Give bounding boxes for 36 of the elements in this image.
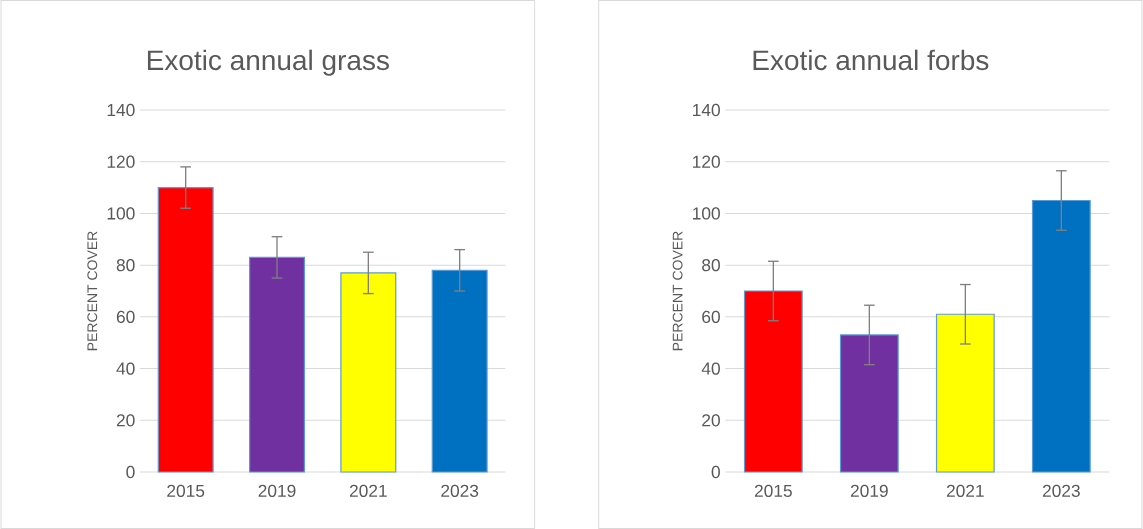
bar xyxy=(935,313,995,473)
x-tick-label: 2021 xyxy=(946,484,984,497)
bar xyxy=(743,290,803,473)
x-tick-label: 2021 xyxy=(349,484,387,497)
bar xyxy=(157,186,214,473)
chart-title: Exotic annual grass xyxy=(147,49,389,76)
bar xyxy=(431,269,488,473)
y-tick-label: 20 xyxy=(116,414,135,427)
y-tick-label: 80 xyxy=(116,259,135,272)
bar xyxy=(839,334,899,473)
y-axis-title: PERCENT COVER xyxy=(672,231,683,351)
x-tick-label: 2023 xyxy=(441,484,479,497)
x-tick-label: 2015 xyxy=(754,484,792,497)
x-tick-label: 2019 xyxy=(258,484,296,497)
x-tick-label: 2019 xyxy=(850,484,888,497)
y-tick-label: 140 xyxy=(107,103,135,117)
y-tick-label: 60 xyxy=(702,310,720,323)
x-tick-label: 2015 xyxy=(167,484,205,497)
y-tick-label: 140 xyxy=(693,103,720,117)
y-tick-label: 100 xyxy=(693,207,720,220)
y-tick-label: 20 xyxy=(702,414,720,427)
x-tick-label: 2023 xyxy=(1042,484,1080,497)
y-tick-label: 80 xyxy=(702,259,720,272)
y-tick-label: 0 xyxy=(126,465,135,479)
y-tick-label: 40 xyxy=(116,362,135,375)
y-tick-label: 120 xyxy=(107,155,135,168)
y-tick-label: 0 xyxy=(711,465,720,479)
y-tick-label: 120 xyxy=(693,155,720,168)
bar xyxy=(249,256,305,473)
bar xyxy=(1031,199,1091,473)
y-axis-title: PERCENT COVER xyxy=(87,231,98,351)
y-tick-label: 60 xyxy=(116,310,135,323)
chart-title: Exotic annual forbs xyxy=(753,49,989,71)
y-tick-label: 40 xyxy=(701,362,720,375)
y-tick-label: 100 xyxy=(107,207,135,220)
bar xyxy=(340,272,397,473)
